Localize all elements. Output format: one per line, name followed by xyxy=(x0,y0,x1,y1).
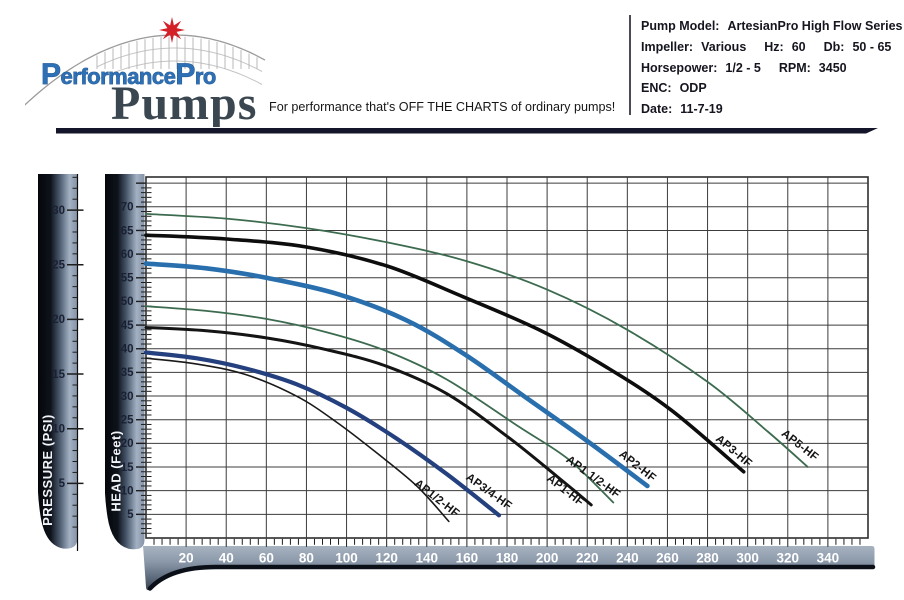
info-value: 50 - 65 xyxy=(852,39,892,54)
logo-grid-arc xyxy=(96,60,263,85)
x-tick-label: 320 xyxy=(777,551,800,566)
head-tick-label: 35 xyxy=(121,367,134,379)
info-label: ENC: xyxy=(641,81,672,96)
x-tick-label: 180 xyxy=(496,551,519,566)
curve-ap1-hf xyxy=(144,326,593,507)
head-tick-label: 55 xyxy=(121,273,134,285)
info-row-4: ENC: ODP xyxy=(641,81,904,102)
x-tick-label: 200 xyxy=(536,551,559,566)
info-label: Db: xyxy=(823,39,845,54)
logo-grid-arc xyxy=(96,47,263,72)
info-row-2: Impeller: Various Hz: 60 Db: 50 - 65 xyxy=(641,40,904,61)
curve-ap3-4-hf xyxy=(143,350,502,518)
x-tick-label: 220 xyxy=(576,551,599,566)
info-pair: Db: 50 - 65 xyxy=(824,40,892,54)
pump-spec-panel: Pump Model: ArtesianPro High Flow Series I… xyxy=(641,19,904,123)
info-value: 3450 xyxy=(818,60,847,75)
pressure-tick-label: 15 xyxy=(52,369,65,381)
x-tick-label: 240 xyxy=(616,551,639,566)
x-tick-label: 120 xyxy=(375,551,398,566)
x-tick-label: 60 xyxy=(259,551,274,566)
x-tick-label: 20 xyxy=(179,551,194,566)
head-tick-label: 20 xyxy=(121,438,134,450)
pressure-axis-title: PRESSURE (PSI) xyxy=(40,414,55,526)
head-axis-bar xyxy=(105,174,145,550)
pressure-tick-label: 25 xyxy=(52,260,65,272)
head-tick-label: 45 xyxy=(121,320,134,332)
pressure-tick-label: 10 xyxy=(52,424,65,436)
chart-root: 70 65 60 55 50 45 40 35 30 25 20 15 10 5 30 25 20 15 10 5 PR… xyxy=(38,174,876,591)
head-tick-label: 50 xyxy=(121,296,134,308)
curve-ap2-hf xyxy=(143,261,650,489)
info-pair: Impeller: Various xyxy=(641,40,746,54)
pressure-tick-label: 20 xyxy=(52,314,65,326)
info-pair: Hz: 60 xyxy=(764,40,805,54)
x-tick-label: 40 xyxy=(219,551,234,566)
x-tick-label: 140 xyxy=(416,551,439,566)
logo-arch-line xyxy=(25,34,266,106)
logo-star-icon xyxy=(159,17,185,43)
curve-ap1-2-hf xyxy=(145,357,450,523)
curve-ap5-hf xyxy=(145,213,809,468)
info-label: Impeller: xyxy=(641,39,694,54)
info-value: 11-7-19 xyxy=(680,102,723,117)
x-tick-label: 260 xyxy=(656,551,679,566)
info-label: Hz: xyxy=(764,39,784,54)
info-value: ODP xyxy=(679,81,707,96)
header-divider-bar xyxy=(56,128,878,134)
pressure-tick-label: 5 xyxy=(59,478,66,490)
info-pair: Pump Model: ArtesianPro High Flow Series xyxy=(641,19,903,33)
x-tick-label: 280 xyxy=(696,551,719,566)
x-tick-label: 300 xyxy=(736,551,759,566)
head-tick-label: 40 xyxy=(121,344,134,356)
x-tick-label: 340 xyxy=(817,551,840,566)
info-label: Date: xyxy=(641,102,673,117)
info-value: Various xyxy=(701,39,747,54)
info-row-5: Date: 11-7-19 xyxy=(641,102,904,123)
info-value: ArtesianPro High Flow Series xyxy=(727,19,903,33)
info-label: Pump Model: xyxy=(641,19,720,33)
info-row-1: Pump Model: ArtesianPro High Flow Series xyxy=(641,19,904,40)
x-axis-band xyxy=(143,546,875,591)
info-pair: ENC: ODP xyxy=(641,81,707,95)
logo-word-text: Pumps xyxy=(111,77,257,127)
info-label: RPM: xyxy=(778,60,811,75)
info-value: 60 xyxy=(791,39,806,54)
head-tick-label: 25 xyxy=(121,415,134,427)
head-tick-label: 60 xyxy=(121,249,134,261)
pump-curve-chart: 70 65 60 55 50 45 40 35 30 25 20 15 10 5 30 25 20 15 10 5 PR… xyxy=(38,174,876,591)
logo-brand-text: PerformancePro xyxy=(41,58,216,91)
info-pair: RPM: 3450 xyxy=(779,61,847,75)
x-tick-label: 100 xyxy=(335,551,358,566)
company-logo: PerformancePro Pumps xyxy=(25,17,266,127)
info-pair: Horsepower: 1/2 - 5 xyxy=(641,61,761,75)
info-value: 1/2 - 5 xyxy=(725,60,761,75)
head-tick-label: 30 xyxy=(121,391,134,403)
head-tick-label: 70 xyxy=(121,202,134,214)
info-separator-line xyxy=(629,15,631,115)
x-tick-label: 80 xyxy=(299,551,314,566)
head-tick-label: 15 xyxy=(121,462,134,474)
curve-ap1-1-2-hf xyxy=(145,305,615,504)
curve-ap3-hf xyxy=(144,233,746,474)
info-pair: Date: 11-7-19 xyxy=(641,102,723,116)
x-axis-band-rim xyxy=(147,564,876,591)
head-tick-label: 5 xyxy=(127,509,134,521)
head-tick-label: 65 xyxy=(121,225,134,237)
pressure-axis-bar xyxy=(38,174,78,549)
info-label: Horsepower: xyxy=(641,60,718,75)
info-row-3: Horsepower: 1/2 - 5 RPM: 3450 xyxy=(641,61,904,82)
head-axis-title: HEAD (Feet) xyxy=(109,430,124,511)
tagline: For performance that's OFF THE CHARTS of… xyxy=(269,100,616,114)
logo-arch-grid-art xyxy=(25,17,266,106)
head-tick-label: 10 xyxy=(121,485,134,497)
pressure-tick-label: 30 xyxy=(52,205,65,217)
x-tick-label: 160 xyxy=(456,551,479,566)
